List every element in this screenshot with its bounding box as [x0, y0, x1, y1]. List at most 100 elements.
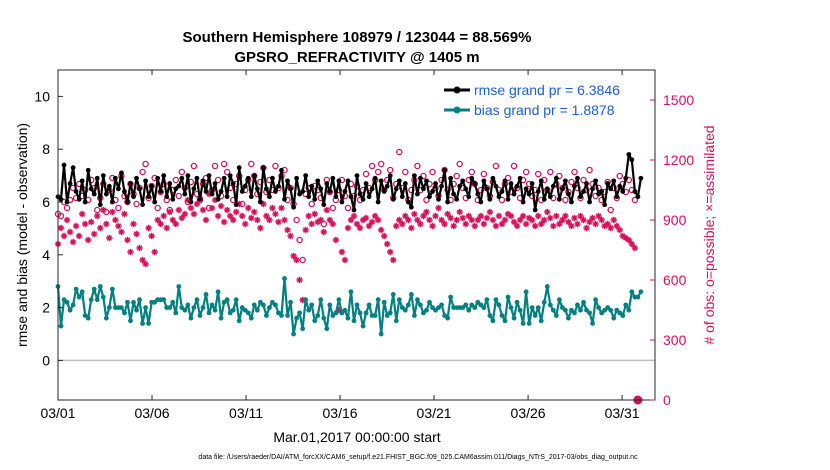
- obs-possible-point: [172, 176, 180, 184]
- obs-assimilated-point: [374, 216, 382, 224]
- rmse-point: [466, 194, 472, 200]
- rmse-point: [270, 175, 275, 181]
- obs-possible-point: [429, 168, 436, 176]
- bias-point: [140, 321, 145, 326]
- rmse-point: [575, 175, 580, 181]
- bias-point: [91, 286, 97, 292]
- rmse-point: [67, 181, 73, 186]
- rmse-point: [103, 191, 109, 197]
- bias-point: [215, 289, 221, 295]
- rmse-point: [116, 186, 121, 192]
- rmse-point: [478, 199, 484, 205]
- obs-assimilated-stroke: [574, 221, 581, 227]
- obs-assimilated-point: [495, 212, 503, 220]
- obs-assimilated-stroke: [405, 217, 412, 223]
- rmse-point: [418, 175, 423, 181]
- bias-point: [511, 315, 517, 321]
- obs-assimilated-point: [522, 220, 530, 228]
- bias-point: [173, 310, 179, 316]
- obs-assimilated-point: [172, 220, 179, 228]
- rmse-point: [348, 194, 354, 200]
- bias-point: [333, 310, 339, 316]
- rmse-point: [614, 194, 620, 200]
- bias-point: [375, 297, 381, 303]
- obs-assimilated-stroke: [369, 219, 375, 225]
- rmse-point: [451, 191, 457, 197]
- bias-point: [529, 305, 535, 310]
- obs-possible-point: [142, 160, 149, 168]
- y-left-tick-label: 0: [42, 352, 50, 368]
- bias-point: [64, 299, 70, 305]
- obs-assimilated-stroke: [493, 223, 499, 229]
- rmse-point: [375, 199, 381, 205]
- y-right-axis-ticks: 0 300 600 900 1200 1500: [650, 92, 694, 408]
- obs-assimilated-point: [308, 220, 315, 228]
- obs-assimilated-stroke: [417, 221, 424, 227]
- obs-assimilated-stroke: [82, 221, 88, 227]
- obs-assimilated-stroke: [514, 223, 520, 229]
- obs-assimilated-point: [217, 202, 225, 210]
- obs-assimilated-point: [492, 222, 500, 230]
- obs-assimilated-point: [396, 216, 403, 224]
- bias-point: [490, 318, 496, 324]
- rmse-point: [629, 157, 635, 163]
- obs-assimilated-stroke: [502, 217, 508, 223]
- obs-possible-point: [214, 176, 222, 184]
- obs-assimilated-point: [544, 208, 551, 216]
- rmse-point: [85, 167, 91, 173]
- obs-assimilated-stroke: [257, 225, 264, 231]
- rmse-point: [161, 173, 167, 179]
- obs-assimilated-stroke: [191, 211, 197, 217]
- obs-assimilated-stroke: [311, 211, 318, 217]
- bias-point: [73, 286, 79, 292]
- bias-point: [58, 323, 64, 329]
- rmse-point: [257, 199, 263, 205]
- obs-possible-point: [94, 206, 101, 214]
- obs-assimilated-stroke: [170, 217, 176, 223]
- obs-assimilated-stroke: [508, 213, 514, 219]
- bias-point: [167, 305, 173, 310]
- obs-assimilated-point: [223, 206, 231, 214]
- obs-assimilated-stroke: [296, 277, 303, 283]
- rmse-point: [572, 183, 577, 189]
- obs-assimilated-stroke: [182, 211, 188, 217]
- rmse-point: [511, 191, 517, 197]
- rmse-point: [538, 178, 544, 184]
- rmse-point: [200, 178, 206, 184]
- obs-assimilated-point: [305, 212, 312, 220]
- obs-assimilated-stroke: [523, 221, 529, 227]
- obs-assimilated-point: [136, 244, 143, 252]
- bias-point: [260, 302, 266, 308]
- rmse-point: [218, 189, 224, 194]
- obs-possible-point: [423, 196, 430, 204]
- obs-assimilated-point: [272, 210, 279, 218]
- rmse-point: [58, 196, 64, 202]
- obs-assimilated-stroke: [535, 213, 541, 219]
- obs-assimilated-point: [254, 216, 261, 224]
- rmse-point: [321, 202, 327, 208]
- obs-assimilated-stroke: [160, 213, 167, 219]
- obs-assimilated-stroke: [490, 217, 496, 223]
- rmse-point: [203, 189, 209, 194]
- obs-assimilated-point: [447, 214, 454, 222]
- rmse-point: [315, 178, 321, 184]
- obs-possible-point: [211, 162, 219, 170]
- plot-area: [58, 70, 655, 400]
- rmse-point: [387, 173, 393, 179]
- bias-point: [520, 321, 526, 326]
- obs-assimilated-stroke: [571, 215, 578, 221]
- obs-assimilated-point: [356, 224, 364, 232]
- obs-assimilated-point: [531, 222, 539, 230]
- bias-point: [390, 292, 396, 297]
- obs-assimilated-stroke: [227, 213, 233, 219]
- rmse-point: [469, 175, 475, 181]
- obs-assimilated-stroke: [390, 257, 396, 263]
- legend-rmse-label: rmse grand pr = 6.3846: [474, 82, 620, 98]
- obs-assimilated-stroke: [577, 213, 584, 219]
- bias-point: [119, 305, 124, 310]
- y-left-tick-label: 8: [42, 141, 50, 157]
- bias-point: [472, 305, 478, 310]
- obs-assimilated-point: [145, 224, 152, 232]
- obs-assimilated-point: [248, 214, 255, 222]
- bias-point: [411, 313, 417, 318]
